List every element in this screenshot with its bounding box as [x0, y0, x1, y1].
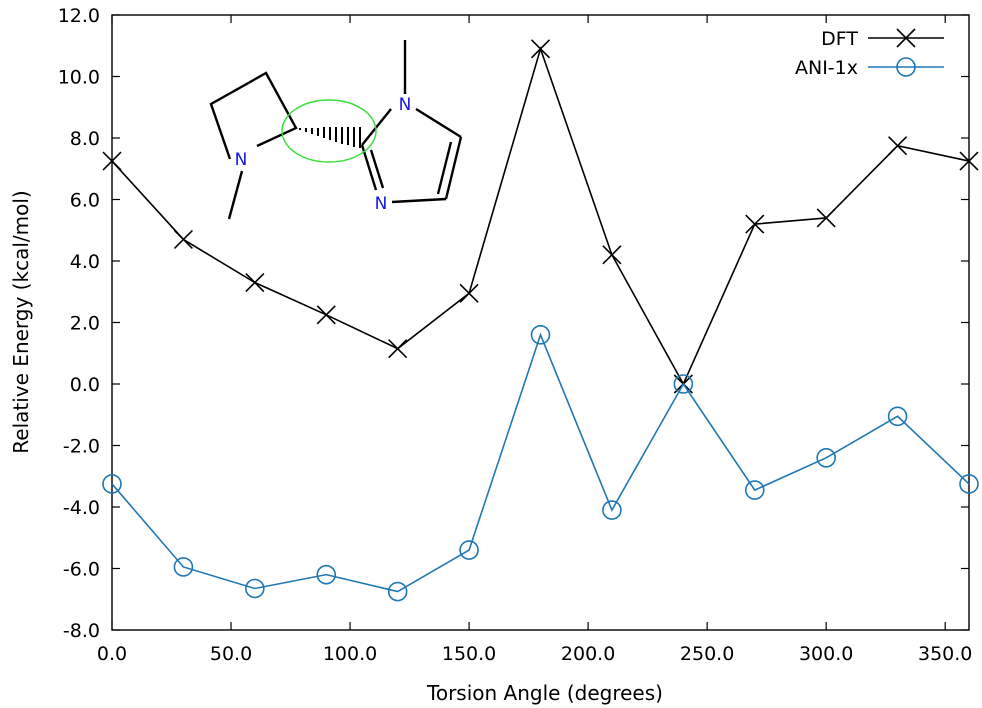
data-point-circle [887, 406, 908, 427]
data-point-circle [816, 447, 836, 468]
data-point-cross [173, 229, 193, 250]
x-tick-label: 50.0 [210, 643, 252, 665]
series-dft [102, 39, 979, 394]
atom-label-n-azetidine: N [235, 150, 248, 170]
data-point-cross [388, 339, 408, 359]
data-point-circle [245, 578, 265, 599]
cross-stroke [816, 208, 836, 228]
x-tick-label: 150.0 [442, 643, 496, 665]
x-tick-label: 300.0 [799, 643, 853, 665]
data-point-cross [959, 151, 979, 171]
y-tick-label: 0.0 [70, 374, 100, 396]
data-point-cross [530, 39, 551, 59]
legend-label-ani: ANI-1x [795, 57, 858, 79]
y-axis-label: Relative Energy (kcal/mol) [9, 190, 33, 453]
data-point-cross [459, 283, 479, 303]
hashed-wedge-bond [299, 127, 361, 148]
y-tick-label: -6.0 [63, 559, 100, 581]
y-tick-label: -4.0 [63, 497, 100, 519]
x-axis-label: Torsion Angle (degrees) [426, 681, 663, 705]
y-tick-label: 8.0 [70, 128, 100, 150]
data-point-cross [745, 214, 765, 234]
legend-label-dft: DFT [821, 28, 858, 50]
y-tick-label: 10.0 [58, 67, 100, 89]
data-point-circle [102, 474, 122, 494]
legend-marker-dft [896, 28, 916, 48]
atom-label-n-methyl: N [399, 95, 412, 115]
imidazole-bond-c2-n3 [361, 108, 392, 146]
legend-marker-ani [896, 57, 916, 77]
data-point-circle [173, 557, 194, 577]
data-point-circle [530, 324, 551, 345]
x-ticks: 0.0 50.0 100.0 150.0 200.0 250.0 300.0 350.0 [97, 15, 972, 665]
data-point-cross [602, 245, 622, 265]
cross-stroke [316, 305, 336, 325]
imidazole-bond-c4-c5-double [436, 141, 453, 195]
data-point-circle [673, 374, 694, 394]
y-tick-label: 2.0 [70, 313, 100, 335]
data-point-circle [602, 500, 622, 520]
data-point-cross [888, 136, 908, 156]
axes [111, 14, 970, 631]
imidazole-bond-c2-n1 [360, 144, 378, 191]
x-tick-label: 100.0 [323, 643, 377, 665]
imidazole-bond-c5-n1 [391, 197, 447, 204]
data-point-circle [744, 480, 765, 500]
atom-label-n-imine: N [375, 194, 388, 214]
data-point-circle [959, 474, 979, 494]
data-point-cross [102, 151, 122, 171]
series-line [111, 332, 970, 593]
data-point-cross [245, 272, 265, 293]
cross-stroke [602, 245, 622, 265]
y-tick-label: -2.0 [63, 436, 100, 458]
x-tick-label: 0.0 [97, 643, 127, 665]
cross-stroke [888, 136, 908, 156]
data-point-cross [316, 305, 336, 325]
y-tick-label: 6.0 [70, 190, 100, 212]
x-tick-label: 250.0 [680, 643, 734, 665]
series-ani-1x [102, 324, 979, 602]
cross-stroke [173, 229, 193, 250]
imidazole-bond-c2-n1-double [369, 149, 385, 189]
y-ticks: -8.0 -6.0 -4.0 -2.0 0.0 2.0 4.0 6.0 8.0 10.0 12.0 [58, 5, 969, 642]
cross-stroke [745, 214, 765, 234]
cross-stroke [245, 272, 265, 293]
azetidine-ring-bonds [209, 71, 298, 160]
data-point-circle [459, 540, 479, 560]
molecule-structure [209, 40, 463, 220]
y-tick-label: 12.0 [58, 5, 100, 27]
cross-stroke [959, 151, 979, 171]
y-tick-label: 4.0 [70, 251, 100, 273]
plot-frame [111, 14, 970, 631]
data-point-circle [387, 581, 408, 602]
data-point-circle [316, 564, 337, 585]
cross-stroke [102, 151, 122, 171]
cross-stroke [388, 339, 408, 359]
torsion-highlight-ellipse [281, 99, 377, 163]
data-point-cross [816, 208, 836, 228]
x-tick-label: 350.0 [918, 643, 972, 665]
series-layer [102, 39, 979, 602]
imidazole-bond-n3-c4 [415, 107, 462, 139]
imidazole-bond-c4-c5 [444, 136, 463, 200]
y-tick-label: -8.0 [63, 620, 100, 642]
legend: DFT ANI-1x [795, 28, 944, 79]
cross-stroke [459, 283, 479, 303]
cross-stroke [530, 39, 551, 59]
n-methyl-bond-left [227, 170, 244, 220]
x-tick-label: 200.0 [561, 643, 615, 665]
